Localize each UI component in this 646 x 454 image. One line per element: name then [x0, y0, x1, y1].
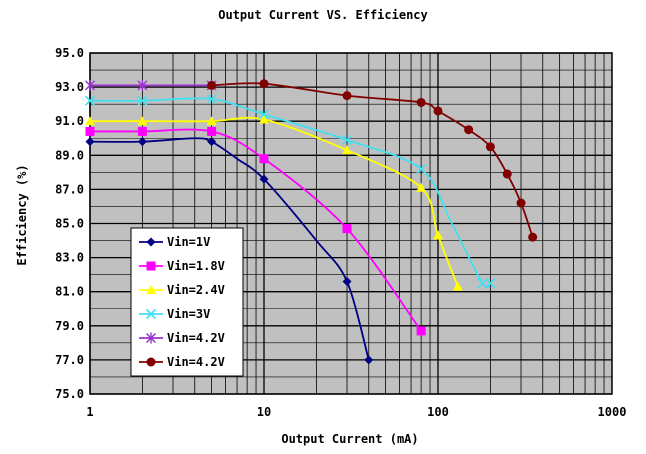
series-point: [341, 134, 353, 146]
series-point: [433, 106, 443, 116]
series-line: [89, 116, 459, 287]
series-point: [342, 224, 352, 234]
series-point: [528, 232, 538, 242]
x-axis-label: Output Current (mA): [281, 432, 419, 446]
y-tick-label: 95.0: [55, 46, 84, 60]
x-tick-label: 1000: [598, 405, 627, 419]
y-tick-label: 89.0: [55, 148, 84, 162]
chart-title: Output Current VS. Efficiency: [218, 8, 428, 22]
legend-label: Vin=1V: [167, 235, 210, 249]
y-tick-label: 75.0: [55, 387, 84, 401]
series-point: [416, 182, 427, 192]
series-point: [207, 137, 217, 147]
series-point: [137, 126, 147, 136]
legend-entry: Vin=1.8V: [139, 259, 225, 273]
y-tick-label: 83.0: [55, 251, 84, 265]
series-point: [342, 91, 352, 101]
y-tick-label: 85.0: [55, 217, 84, 231]
plot-border: [89, 52, 613, 395]
series-point: [485, 278, 496, 289]
series-point: [137, 137, 147, 147]
series-point: [477, 278, 488, 289]
series-point: [516, 198, 526, 208]
legend-entry: Vin=3V: [139, 307, 210, 321]
series-point: [259, 154, 269, 164]
series-point: [502, 169, 512, 179]
series-point: [84, 95, 96, 106]
x-tick-label: 10: [257, 405, 271, 419]
y-tick-label: 91.0: [55, 114, 84, 128]
y-tick-label: 77.0: [55, 353, 84, 367]
series-point: [85, 126, 95, 136]
series-point: [85, 137, 95, 147]
series-point: [137, 79, 148, 91]
legend-box: [130, 227, 244, 377]
legend-swatch-marker: [146, 332, 156, 344]
series-1: [85, 126, 426, 336]
series-5: [207, 79, 538, 242]
series-point: [85, 79, 95, 91]
series-point: [464, 125, 474, 135]
series-point: [137, 95, 148, 106]
legend-entry: Vin=4.2V: [139, 331, 225, 345]
x-tick-label: 1: [86, 405, 93, 419]
y-tick-label: 87.0: [55, 182, 84, 196]
series-point: [206, 93, 217, 105]
series-point: [206, 116, 217, 126]
series-point: [433, 230, 443, 240]
legend-swatch-marker: [146, 285, 156, 294]
series-point: [258, 109, 270, 120]
y-tick-label: 79.0: [55, 319, 84, 333]
series-3: [84, 93, 496, 289]
series-point: [364, 355, 374, 365]
legend-swatch-marker: [146, 261, 156, 271]
legend-label: Vin=1.8V: [167, 259, 225, 273]
series-point: [207, 126, 217, 136]
series-point: [85, 116, 95, 126]
series-point: [342, 276, 352, 286]
legend-label: Vin=3V: [167, 307, 210, 321]
legend-swatch-marker: [146, 237, 156, 247]
series-point: [259, 114, 269, 124]
series-point: [452, 281, 463, 291]
legend-swatch-marker: [145, 308, 157, 320]
legend-swatch-marker: [146, 357, 156, 367]
series-2: [85, 114, 463, 291]
y-tick-label: 81.0: [55, 285, 84, 299]
series-point: [416, 326, 426, 336]
series-0: [85, 137, 374, 365]
legend-label: Vin=4.2V: [167, 355, 225, 369]
series-line: [211, 82, 534, 238]
y-tick-label: 93.0: [55, 80, 84, 94]
series-point: [259, 79, 269, 89]
series-point: [342, 145, 353, 155]
legend-entry: Vin=4.2V: [139, 355, 225, 369]
legend-label: Vin=4.2V: [167, 331, 225, 345]
legend-label: Vin=2.4V: [167, 283, 225, 297]
series-point: [207, 80, 217, 90]
legend-entry: Vin=1V: [139, 235, 210, 249]
series-point: [416, 97, 426, 107]
x-tick-label: 100: [427, 405, 449, 419]
series-point: [137, 116, 148, 126]
legend-entry: Vin=2.4V: [139, 283, 225, 297]
series-line: [89, 137, 370, 361]
series-point: [259, 174, 269, 184]
series-point: [416, 163, 427, 175]
series-point: [485, 142, 495, 152]
